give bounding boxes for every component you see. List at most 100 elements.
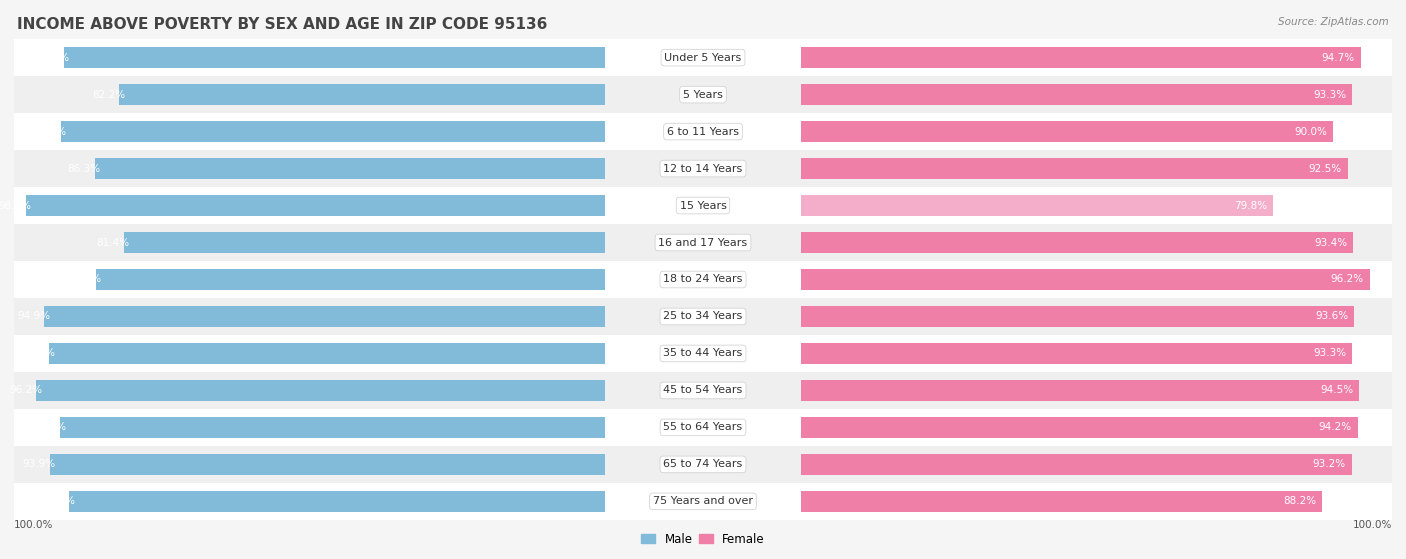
Text: 94.0%: 94.0% xyxy=(22,348,55,358)
Bar xyxy=(801,84,1353,105)
Text: 94.5%: 94.5% xyxy=(1320,386,1354,395)
Text: 93.4%: 93.4% xyxy=(1315,238,1347,248)
Text: 100.0%: 100.0% xyxy=(1353,520,1392,530)
Text: 16 and 17 Years: 16 and 17 Years xyxy=(658,238,748,248)
Bar xyxy=(801,76,1392,113)
Text: 75 Years and over: 75 Years and over xyxy=(652,496,754,506)
Text: INCOME ABOVE POVERTY BY SEX AND AGE IN ZIP CODE 95136: INCOME ABOVE POVERTY BY SEX AND AGE IN Z… xyxy=(17,17,547,32)
Text: 94.9%: 94.9% xyxy=(17,311,51,321)
Bar xyxy=(44,306,605,326)
Bar xyxy=(605,76,801,113)
Bar xyxy=(14,39,605,76)
Bar xyxy=(25,196,605,216)
Bar xyxy=(801,446,1392,483)
Text: Under 5 Years: Under 5 Years xyxy=(665,53,741,63)
Bar xyxy=(801,372,1392,409)
Bar xyxy=(801,380,1360,401)
Text: 100.0%: 100.0% xyxy=(14,520,53,530)
Text: 79.8%: 79.8% xyxy=(1233,201,1267,211)
Bar xyxy=(605,187,801,224)
Bar xyxy=(801,261,1392,298)
Bar xyxy=(37,380,605,401)
Bar xyxy=(801,491,1322,511)
Text: 45 to 54 Years: 45 to 54 Years xyxy=(664,386,742,395)
Text: 98.0%: 98.0% xyxy=(0,201,32,211)
Text: 92.2%: 92.2% xyxy=(32,423,66,433)
Text: 92.5%: 92.5% xyxy=(1309,164,1341,173)
Bar xyxy=(801,158,1348,179)
Text: 93.3%: 93.3% xyxy=(1313,89,1347,100)
Bar xyxy=(605,298,801,335)
Bar xyxy=(605,409,801,446)
Bar xyxy=(605,261,801,298)
Text: 12 to 14 Years: 12 to 14 Years xyxy=(664,164,742,173)
Text: 96.2%: 96.2% xyxy=(1330,274,1364,285)
Text: 92.1%: 92.1% xyxy=(34,126,66,136)
Text: 82.2%: 82.2% xyxy=(91,89,125,100)
Bar xyxy=(124,233,605,253)
Bar xyxy=(801,48,1361,68)
Text: 25 to 34 Years: 25 to 34 Years xyxy=(664,311,742,321)
Bar xyxy=(605,446,801,483)
Bar xyxy=(801,409,1392,446)
Text: 94.2%: 94.2% xyxy=(1319,423,1351,433)
Bar xyxy=(801,454,1351,475)
Bar xyxy=(801,121,1333,142)
Bar xyxy=(605,113,801,150)
Text: 91.6%: 91.6% xyxy=(37,53,69,63)
Text: 5 Years: 5 Years xyxy=(683,89,723,100)
Bar xyxy=(14,483,605,520)
Bar xyxy=(801,233,1353,253)
Bar xyxy=(605,224,801,261)
Bar xyxy=(14,187,605,224)
Bar xyxy=(801,417,1358,438)
Bar xyxy=(63,48,605,68)
Text: 65 to 74 Years: 65 to 74 Years xyxy=(664,459,742,470)
Bar xyxy=(801,298,1392,335)
Bar xyxy=(14,372,605,409)
Text: 94.7%: 94.7% xyxy=(1322,53,1355,63)
Bar xyxy=(801,306,1354,326)
Bar xyxy=(14,113,605,150)
Bar xyxy=(51,454,605,475)
Text: 6 to 11 Years: 6 to 11 Years xyxy=(666,126,740,136)
Bar xyxy=(605,39,801,76)
Text: 93.9%: 93.9% xyxy=(22,459,56,470)
Bar xyxy=(14,298,605,335)
Text: 86.2%: 86.2% xyxy=(69,274,101,285)
Bar xyxy=(605,483,801,520)
Text: 15 Years: 15 Years xyxy=(679,201,727,211)
Text: 35 to 44 Years: 35 to 44 Years xyxy=(664,348,742,358)
Text: 93.6%: 93.6% xyxy=(1315,311,1348,321)
Bar xyxy=(14,409,605,446)
Bar xyxy=(801,196,1272,216)
Bar xyxy=(605,372,801,409)
Bar xyxy=(69,491,605,511)
Bar xyxy=(49,343,605,363)
Text: Source: ZipAtlas.com: Source: ZipAtlas.com xyxy=(1278,17,1389,27)
Bar xyxy=(605,150,801,187)
Bar xyxy=(14,150,605,187)
Bar xyxy=(96,269,605,290)
Text: 86.3%: 86.3% xyxy=(67,164,101,173)
Text: 90.7%: 90.7% xyxy=(42,496,75,506)
Bar xyxy=(801,343,1353,363)
Bar xyxy=(14,261,605,298)
Bar xyxy=(14,335,605,372)
Bar xyxy=(801,150,1392,187)
Text: 55 to 64 Years: 55 to 64 Years xyxy=(664,423,742,433)
Text: 18 to 24 Years: 18 to 24 Years xyxy=(664,274,742,285)
Bar xyxy=(801,483,1392,520)
Bar xyxy=(801,39,1392,76)
Bar xyxy=(801,113,1392,150)
Text: 96.2%: 96.2% xyxy=(10,386,42,395)
Bar xyxy=(801,224,1392,261)
Text: 93.2%: 93.2% xyxy=(1313,459,1346,470)
Bar xyxy=(801,187,1392,224)
Bar xyxy=(801,335,1392,372)
Bar xyxy=(14,76,605,113)
Bar xyxy=(120,84,605,105)
Text: 93.3%: 93.3% xyxy=(1313,348,1347,358)
Bar xyxy=(14,224,605,261)
Bar xyxy=(60,121,605,142)
